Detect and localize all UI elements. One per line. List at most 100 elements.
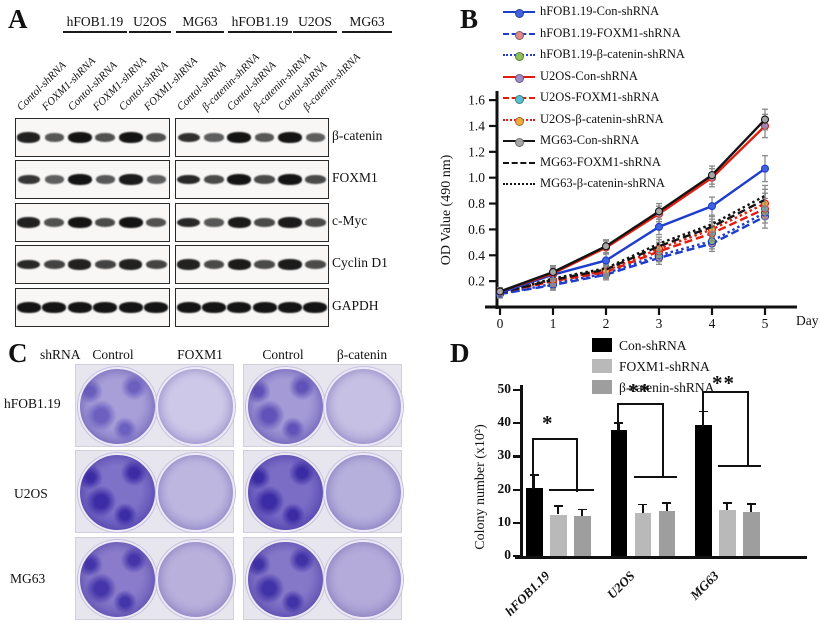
protein-band bbox=[95, 133, 116, 142]
protein-band bbox=[202, 302, 226, 313]
d-errorbar-cap bbox=[529, 473, 539, 476]
legend-label: MG63-FOXM1-shRNA bbox=[540, 154, 661, 169]
cellline-header-1: U2OS bbox=[129, 14, 171, 33]
svg-text:1.6: 1.6 bbox=[468, 93, 485, 108]
blot-box-GAPDH-left bbox=[15, 288, 170, 327]
protein-band bbox=[146, 218, 167, 227]
blot-box-FOXM1-left bbox=[15, 160, 170, 199]
protein-band bbox=[227, 259, 252, 270]
d-ytick bbox=[513, 422, 520, 425]
protein-band bbox=[144, 302, 169, 313]
svg-text:1.2: 1.2 bbox=[468, 144, 485, 159]
legend-marker bbox=[515, 52, 524, 62]
legend-label: hFOB1.19-Con-shRNA bbox=[540, 4, 660, 18]
colony-well-hFOB1.19-Control bbox=[78, 367, 157, 446]
svg-text:0.8: 0.8 bbox=[468, 196, 485, 211]
svg-text:5: 5 bbox=[762, 316, 769, 331]
d-ytick-label: 10 bbox=[497, 513, 512, 529]
series-line-MG63-β-catenin-shRNA bbox=[499, 194, 766, 294]
svg-text:4: 4 bbox=[709, 316, 716, 331]
bar-hFOB1.19-FOXM1-shRNA bbox=[550, 514, 567, 556]
legend-label: hFOB1.19-FOXM1-shRNA bbox=[540, 25, 681, 40]
legend-marker bbox=[515, 9, 524, 19]
legend-line bbox=[503, 161, 535, 164]
legend-sample bbox=[503, 29, 535, 40]
legend-item-hFOB1.19-FOXM1-shRNA: hFOB1.19-FOXM1-shRNA bbox=[503, 26, 681, 44]
legend-item-MG63-β-catenin-shRNA: MG63-β-catenin-shRNA bbox=[503, 176, 665, 194]
protein-band bbox=[17, 174, 40, 185]
protein-band bbox=[203, 174, 225, 185]
legend-label: U2OS-Con-shRNA bbox=[540, 68, 638, 83]
svg-text:0.2: 0.2 bbox=[468, 274, 485, 289]
protein-band bbox=[204, 133, 224, 142]
d-ytick-label: 20 bbox=[497, 480, 512, 496]
colony-well-U2OS-β-catenin bbox=[324, 453, 403, 532]
d-errorbar bbox=[557, 506, 560, 515]
blot-box-FOXM1-right bbox=[175, 160, 329, 199]
legend-item-hFOB1.19-β-catenin-shRNA: hFOB1.19-β-catenin-shRNA bbox=[503, 47, 685, 65]
legend-item-hFOB1.19-Con-shRNA: hFOB1.19-Con-shRNA bbox=[503, 4, 659, 22]
protein-band bbox=[303, 302, 328, 313]
d-ytick bbox=[513, 389, 520, 392]
sig-stars-MG63: ** bbox=[712, 371, 735, 395]
sig-bracket-MG63 bbox=[702, 391, 749, 393]
series-line-hFOB1.19-FOXM1-shRNA bbox=[499, 215, 766, 296]
legend-sample bbox=[503, 115, 535, 126]
series-line-U2OS-FOXM1-shRNA bbox=[499, 207, 766, 294]
panel-c-col-control-2: Control bbox=[262, 347, 304, 362]
legend-label: U2OS-FOXM1-shRNA bbox=[540, 90, 660, 104]
series-line-MG63-Con-shRNA bbox=[499, 118, 766, 293]
svg-text:Day: Day bbox=[796, 313, 819, 328]
protein-band bbox=[94, 259, 116, 270]
panel-c-row-mg63: MG63 bbox=[10, 571, 46, 586]
protein-band bbox=[254, 174, 275, 185]
panel-c-col-beta-catenin: β-catenin bbox=[336, 347, 388, 362]
d-errorbar-cap bbox=[746, 502, 756, 505]
cellline-header-0: hFOB1.19 bbox=[63, 14, 127, 33]
svg-text:1: 1 bbox=[550, 316, 557, 331]
cellline-header-2: MG63 bbox=[176, 14, 224, 33]
d-errorbar bbox=[665, 502, 668, 512]
protein-band bbox=[227, 217, 252, 228]
colony-well-hFOB1.19-β-catenin bbox=[324, 367, 403, 446]
panel-d-label: D bbox=[450, 338, 470, 368]
d-ytick-label: 40 bbox=[497, 414, 512, 430]
sig-bracket-U2OS bbox=[617, 403, 619, 431]
protein-band bbox=[252, 302, 277, 313]
bar-U2OS-FOXM1-shRNA bbox=[634, 512, 651, 556]
svg-text:1.4: 1.4 bbox=[468, 118, 485, 133]
protein-band bbox=[305, 133, 325, 142]
protein-band bbox=[95, 217, 116, 228]
colony-well-MG63-Control bbox=[246, 540, 325, 619]
sig-bracket-U2OS bbox=[617, 403, 664, 405]
blot-box-c-Myc-left bbox=[15, 203, 170, 242]
protein-band bbox=[17, 132, 41, 143]
panel-c-col-foxm1: FOXM1 bbox=[177, 347, 223, 362]
d-errorbar bbox=[726, 502, 729, 511]
series-line-hFOB1.19-Con-shRNA bbox=[499, 167, 766, 294]
protein-band bbox=[43, 259, 65, 270]
sig-bracket-U2OS bbox=[633, 476, 677, 478]
protein-band bbox=[204, 218, 224, 227]
d-ytick-label: 0 bbox=[504, 547, 511, 562]
protein-band bbox=[67, 174, 92, 185]
sig-bracket-MG63 bbox=[718, 465, 761, 467]
protein-band bbox=[145, 259, 167, 270]
panel-a-label: A bbox=[8, 4, 28, 34]
legend-line bbox=[503, 183, 535, 186]
bar-hFOB1.19-Con-shRNA bbox=[526, 487, 543, 556]
protein-band bbox=[118, 217, 143, 228]
legend-item-U2OS-FOXM1-shRNA: U2OS-FOXM1-shRNA bbox=[503, 90, 659, 108]
cellline-header-4: U2OS bbox=[293, 14, 337, 33]
d-x-axis bbox=[515, 556, 807, 559]
d-legend-swatch bbox=[592, 338, 612, 352]
sig-bracket-MG63 bbox=[702, 391, 704, 426]
protein-label-β-catenin: β-catenin bbox=[332, 127, 383, 143]
protein-band bbox=[44, 175, 64, 184]
legend-sample bbox=[503, 93, 535, 105]
protein-band bbox=[278, 174, 302, 185]
d-errorbar bbox=[641, 504, 644, 513]
protein-band bbox=[68, 259, 92, 270]
protein-band bbox=[254, 217, 275, 228]
